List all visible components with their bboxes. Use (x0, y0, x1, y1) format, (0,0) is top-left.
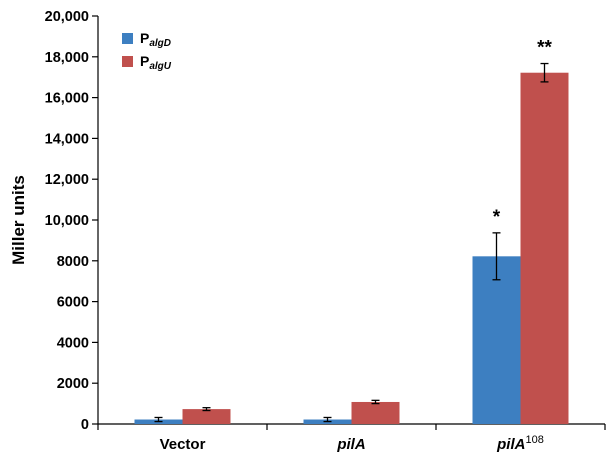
y-tick-label: 16,000 (45, 91, 89, 107)
x-tick-label: Vector (160, 436, 206, 453)
legend-label-subscript: algD (149, 38, 171, 49)
y-tick-label: 14,000 (45, 131, 89, 147)
legend-swatch (122, 56, 133, 67)
bar-algU-1 (351, 401, 400, 424)
x-tick-label: pilA (336, 436, 365, 453)
y-tick-label: 0 (81, 417, 89, 433)
y-axis-label: Miller units (9, 175, 28, 265)
bars: *** (134, 38, 569, 424)
y-tick-label: 10,000 (45, 213, 89, 229)
y-tick-label: 8000 (57, 254, 89, 270)
y-tick-label: 2000 (57, 376, 89, 392)
x-tick-label-text: pilA (336, 436, 365, 453)
y-tick-label: 6000 (57, 295, 89, 311)
y-ticks: 0 2000 4000 6000 8000 10,000 12,000 14,000 16,00… (45, 9, 98, 433)
x-tick-label-superscript: 108 (525, 434, 543, 446)
significance-annotation: * (493, 207, 501, 228)
y-axis: 0 2000 4000 6000 8000 10,000 12,000 14,000 16,00… (45, 9, 99, 433)
y-tick-label: 4000 (57, 335, 89, 351)
x-tick-label: pilA108 (496, 434, 544, 453)
legend-swatch (122, 33, 133, 44)
legend-label-subscript: algU (149, 61, 171, 72)
y-tick-label: 20,000 (45, 9, 89, 25)
legend-label-main: P (140, 30, 149, 46)
legend-label-main: P (140, 53, 149, 69)
x-axis: Vector pilA pilA108 (97, 423, 606, 453)
x-ticks: Vector pilA pilA108 (97, 424, 606, 453)
legend-label: PalgD (140, 30, 171, 49)
y-tick-label: 18,000 (45, 50, 89, 66)
bar-algU-0 (182, 409, 231, 424)
significance-annotation: ** (537, 38, 552, 59)
x-tick-label-text: Vector (160, 436, 206, 453)
bar-algU-2 (520, 72, 569, 424)
bar-algD-2 (472, 256, 521, 424)
x-tick-label-text: pilA (496, 436, 525, 453)
y-tick-label: 12,000 (45, 172, 89, 188)
legend-label: PalgU (140, 53, 172, 72)
